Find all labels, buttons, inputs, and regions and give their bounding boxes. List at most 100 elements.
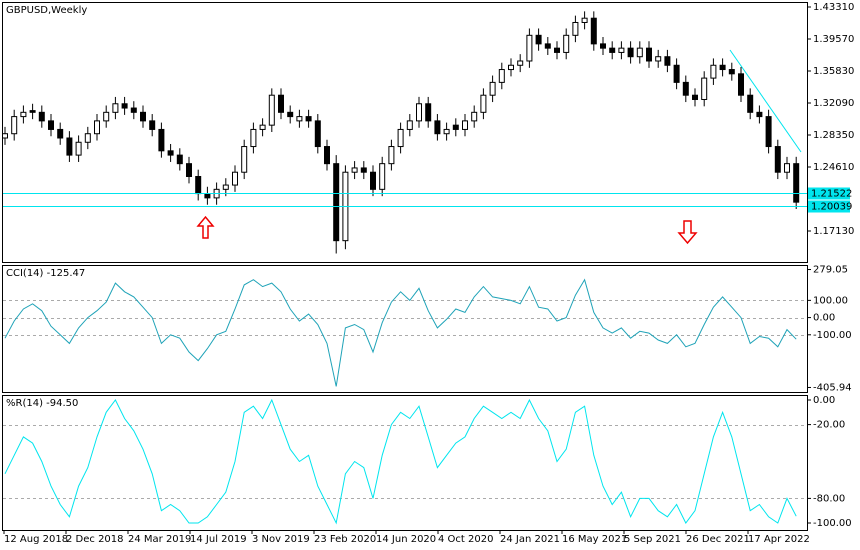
candle-body — [618, 47, 625, 53]
candle-body — [351, 167, 358, 173]
candle-body — [636, 47, 643, 58]
wpr-panel — [2, 395, 808, 531]
candle-body — [747, 94, 754, 113]
candle-body — [793, 163, 800, 203]
y-tick-label: 1.24610 — [813, 162, 854, 173]
candle-body — [29, 110, 36, 113]
indicator-line — [4, 278, 797, 387]
candle-body — [434, 120, 441, 135]
panel-title: GBPUSD,Weekly — [6, 5, 87, 16]
candle-body — [360, 167, 367, 173]
candle-body — [480, 94, 487, 113]
candle-body — [498, 69, 505, 83]
candle-body — [397, 128, 404, 148]
candle-body — [121, 103, 128, 109]
candle-body — [296, 116, 303, 122]
candle-body — [590, 17, 597, 45]
candle-body — [130, 107, 137, 113]
x-tick-label: 24 Mar 2019 — [128, 534, 191, 545]
y-tick-label: 1.32090 — [813, 98, 854, 109]
y-tick-label: 279.05 — [813, 265, 848, 276]
y-tick-label: -80.00 — [813, 493, 845, 504]
candle-body — [756, 111, 763, 118]
candle-body — [738, 73, 744, 96]
candle-body — [692, 94, 698, 100]
candle-body — [333, 163, 340, 242]
candle-body — [452, 124, 459, 130]
y-tick-label: -100.00 — [813, 518, 852, 529]
candle-body — [765, 116, 772, 148]
candle-body — [646, 47, 652, 62]
x-tick-label: 16 May 2021 — [562, 534, 627, 545]
candle-body — [241, 146, 248, 173]
candle-body — [103, 111, 110, 122]
y-tick-label: 1.35830 — [813, 66, 854, 77]
candle-body — [673, 64, 680, 83]
x-tick-label: 24 Jan 2021 — [500, 534, 560, 545]
level-label: 1.20039 — [811, 202, 852, 213]
candle-body — [259, 124, 266, 130]
candle-body — [370, 171, 376, 190]
candle-body — [232, 171, 238, 186]
y-tick-label: -100.00 — [813, 330, 852, 341]
candle-body — [94, 120, 100, 135]
candle-body — [682, 81, 689, 96]
candle-body — [471, 111, 478, 122]
candle-body — [48, 120, 54, 130]
cci-panel — [2, 265, 808, 393]
x-tick-label: 2 Dec 2018 — [66, 534, 124, 545]
candle-body — [314, 120, 321, 148]
candle-body — [535, 34, 542, 45]
level-tag — [808, 187, 850, 200]
candle-body — [66, 137, 73, 156]
candle-body — [57, 128, 64, 139]
candle-body — [462, 120, 468, 130]
candle-body — [655, 56, 662, 62]
y-tick-label: 1.28350 — [813, 130, 854, 141]
x-tick-label: 17 Apr 2022 — [748, 534, 810, 545]
candle-body — [112, 103, 119, 113]
price-panel — [2, 2, 808, 263]
candle-body — [600, 43, 606, 49]
panel-title: %R(14) -94.50 — [6, 398, 78, 409]
candle-body — [388, 146, 395, 165]
candle-body — [38, 111, 45, 122]
candle-body — [544, 43, 551, 49]
candle-body — [140, 111, 146, 122]
candle-body — [664, 56, 671, 66]
candle-body — [572, 21, 579, 36]
candle-body — [186, 163, 192, 177]
candle-body — [305, 116, 312, 122]
candle-body — [609, 47, 616, 53]
y-tick-label: 0.00 — [813, 313, 835, 324]
trend-line — [729, 49, 802, 153]
candle-body — [268, 94, 275, 126]
candle-body — [701, 77, 708, 100]
candle-body — [149, 120, 156, 130]
candle-body — [20, 111, 27, 118]
x-tick-label: 14 Jun 2020 — [376, 534, 436, 545]
candle-body — [167, 150, 174, 156]
level-label: 1.21522 — [811, 189, 852, 200]
x-tick-label: 14 Jul 2019 — [190, 534, 247, 545]
candle-body — [406, 120, 413, 130]
x-tick-label: 26 Dec 2021 — [686, 534, 750, 545]
candle-body — [508, 64, 514, 71]
candle-body — [287, 111, 294, 118]
y-tick-label: 1.43310 — [813, 2, 854, 13]
candle-body — [222, 184, 229, 190]
level-tag — [808, 200, 850, 213]
candle-body — [204, 193, 211, 199]
x-tick-label: 5 Sep 2021 — [624, 534, 681, 545]
y-tick-label: 1.17130 — [813, 226, 854, 237]
candle-body — [158, 128, 165, 152]
candle-body — [11, 116, 18, 135]
candle-body — [581, 17, 588, 23]
candle-body — [250, 128, 257, 148]
candle-body — [719, 64, 726, 71]
candle-body — [563, 34, 570, 53]
indicator-line — [4, 398, 797, 525]
candle-body — [554, 47, 560, 53]
